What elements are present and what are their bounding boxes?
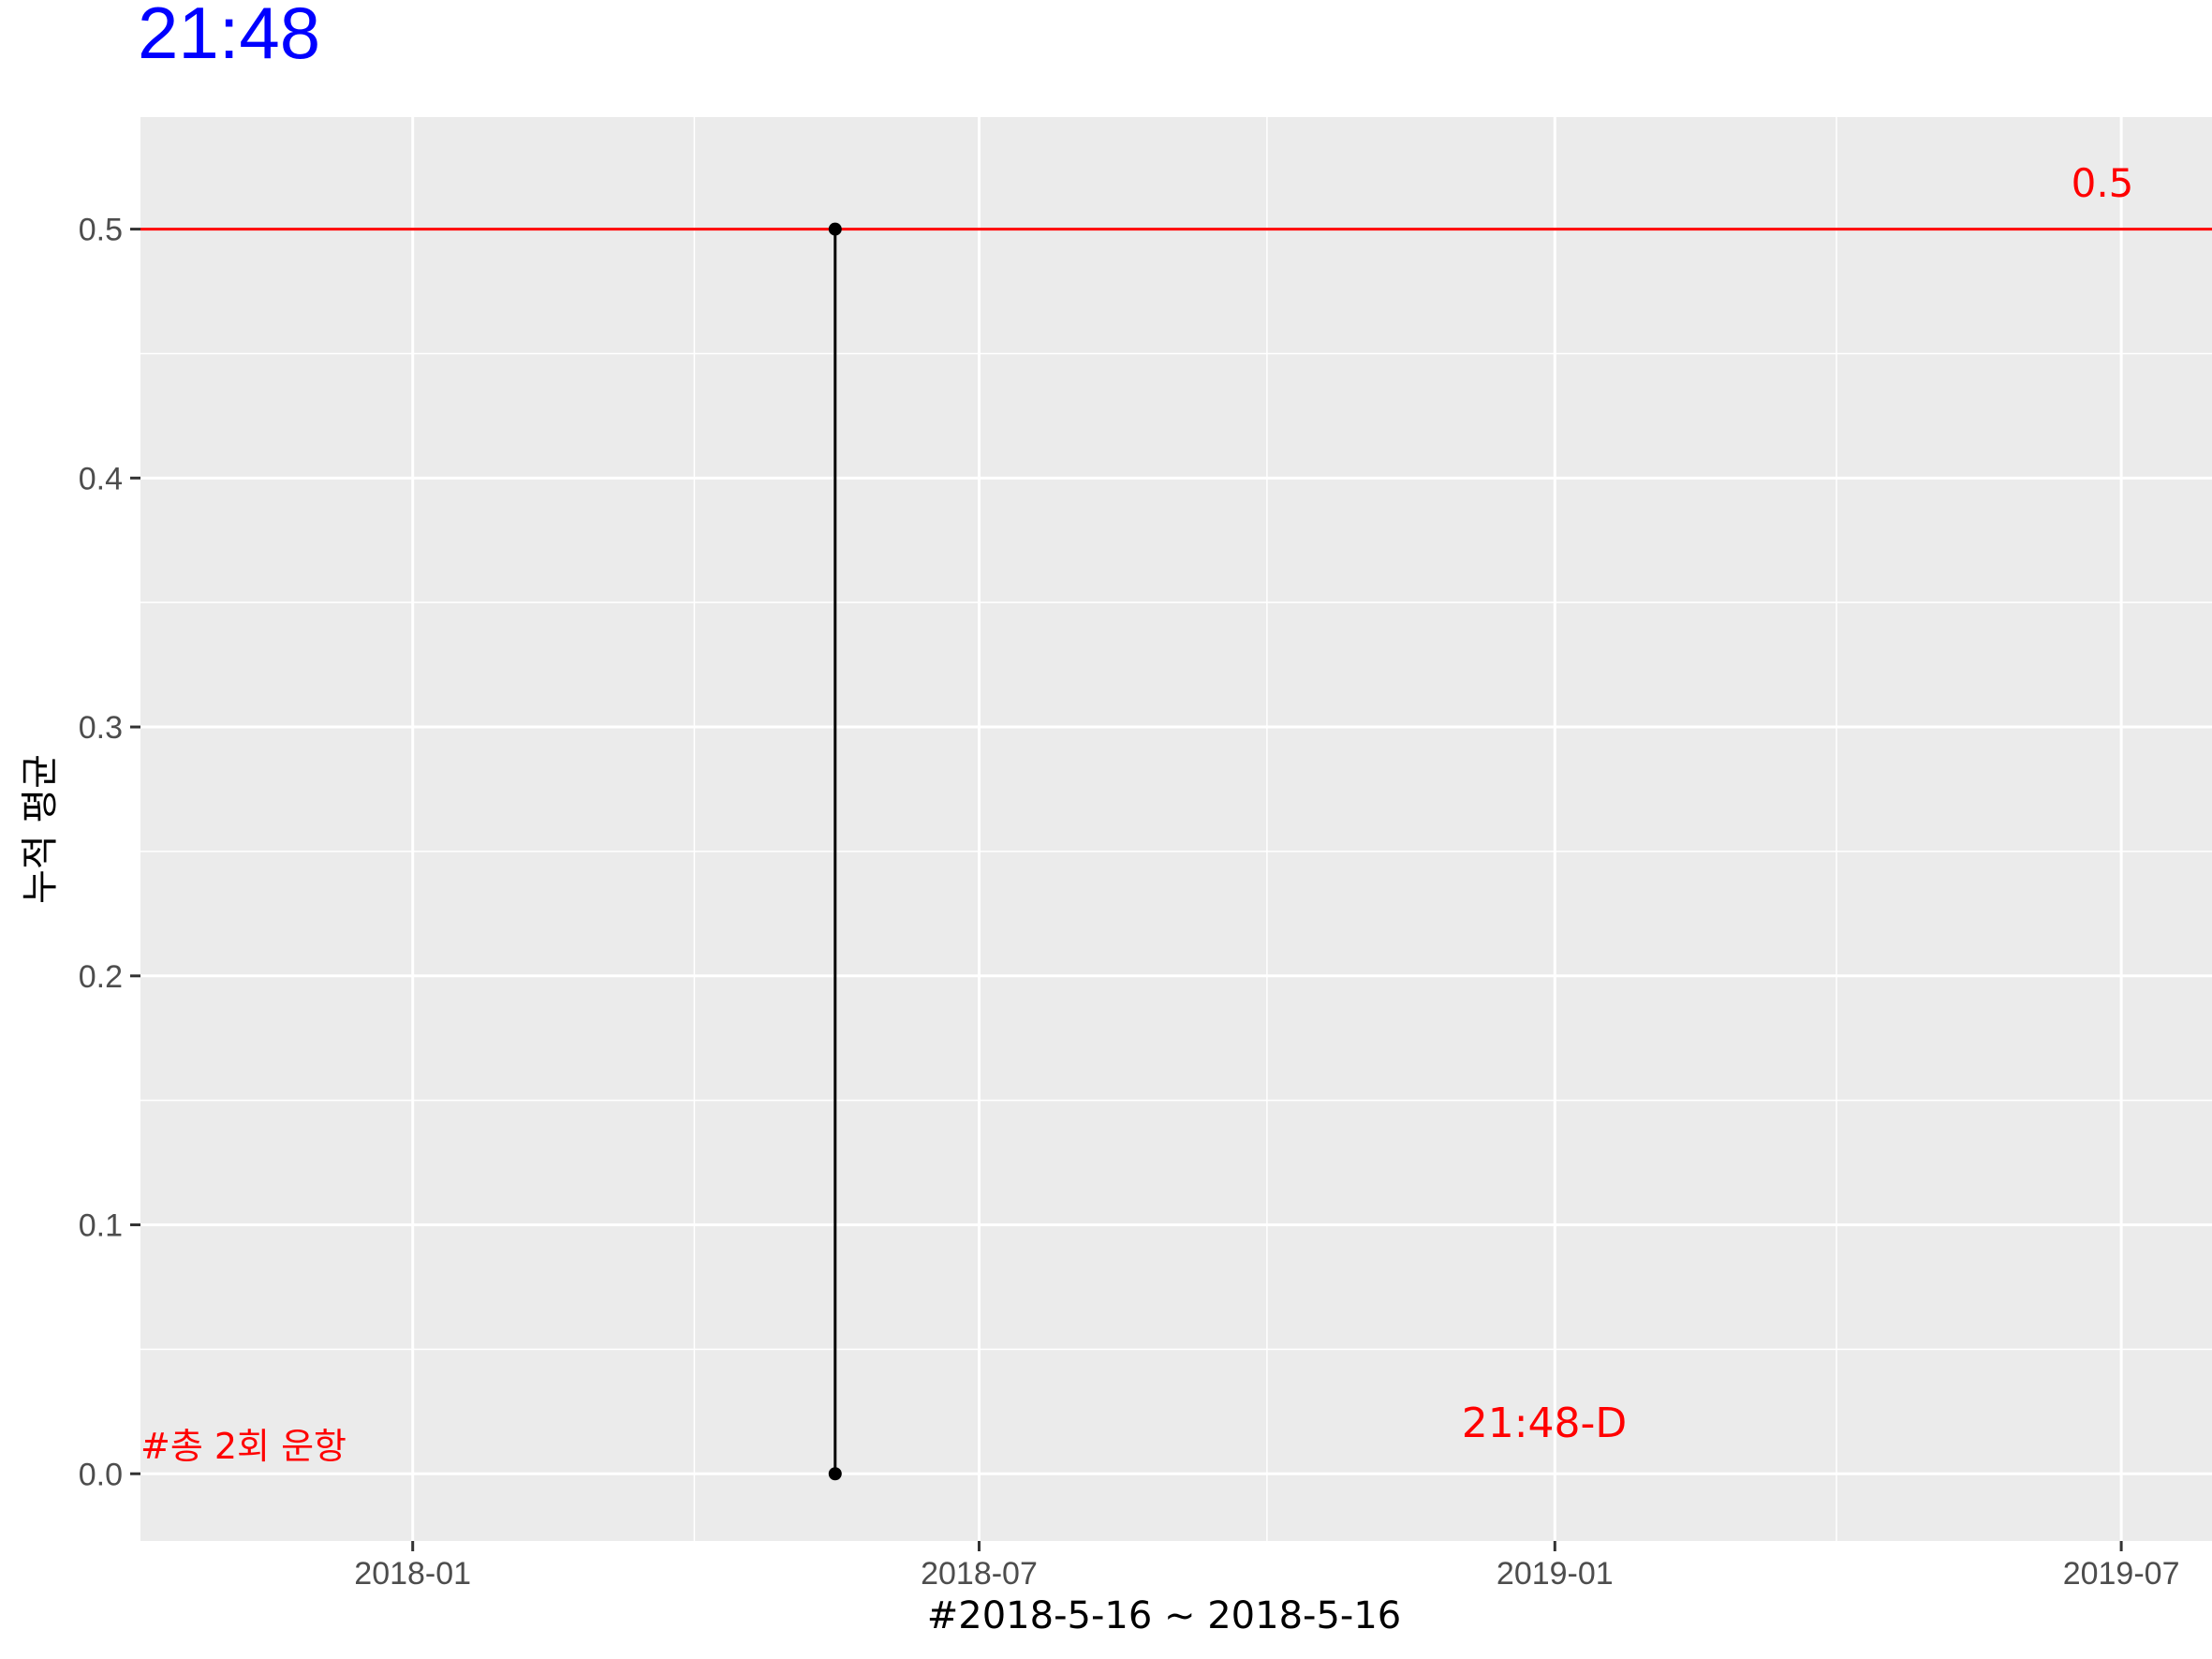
y-tick-label: 0.5 <box>79 213 123 248</box>
series-layer <box>828 222 842 1481</box>
y-tick-label: 0.3 <box>79 710 123 746</box>
minor-gridlines <box>140 117 2212 1541</box>
chart-title: 21:48 <box>138 0 320 74</box>
x-tick-label: 2019-07 <box>2063 1556 2180 1592</box>
plot-panel <box>140 117 2212 1541</box>
y-tick-label: 0.0 <box>79 1457 123 1492</box>
y-tick-label: 0.1 <box>79 1208 123 1244</box>
reference-line-label: 0.5 <box>2072 160 2134 206</box>
x-tick-label: 2018-01 <box>354 1556 471 1592</box>
data-point <box>828 222 842 236</box>
total-runs-annotation: #총 2회 운항 <box>140 1426 347 1467</box>
y-axis-ticks: 0.0 0.1 0.2 0.3 0.4 0.5 <box>79 213 140 1492</box>
data-point <box>828 1467 842 1481</box>
x-tick-label: 2019-01 <box>1497 1556 1614 1592</box>
y-tick-label: 0.2 <box>79 959 123 995</box>
x-axis-title: #2018-5-16 ~ 2018-5-16 <box>927 1594 1401 1637</box>
x-axis-ticks: 2018-01 2018-07 2019-01 2019-07 <box>354 1541 2179 1592</box>
x-tick-label: 2018-07 <box>921 1556 1038 1592</box>
y-tick-label: 0.4 <box>79 461 123 496</box>
y-axis-title: 누적 평균 <box>19 754 62 904</box>
code-annotation: 21:48-D <box>1462 1400 1628 1447</box>
